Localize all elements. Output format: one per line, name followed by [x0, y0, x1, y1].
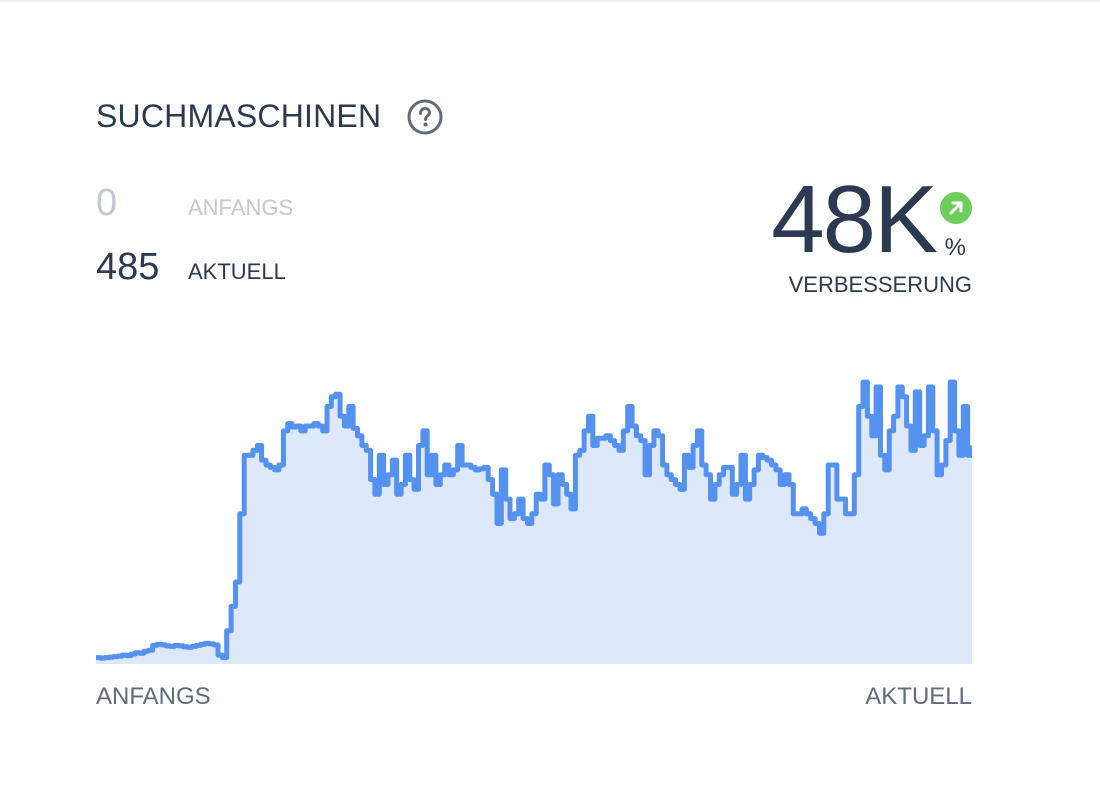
improvement-unit: % — [944, 234, 966, 261]
improvement-value: 48K — [771, 166, 938, 273]
search-engines-area-chart — [96, 379, 972, 664]
card-title: SUCHMASCHINEN — [96, 98, 382, 134]
question-circle-icon[interactable] — [407, 99, 443, 135]
current-value: 485 — [96, 246, 160, 288]
current-label: AKTUELL — [188, 259, 286, 284]
start-value: 0 — [96, 182, 118, 224]
improvement-label: VERBESSERUNG — [788, 272, 972, 297]
x-axis-start-label: ANFANGS — [96, 683, 211, 710]
arrow-up-right-icon — [940, 192, 972, 224]
start-label: ANFANGS — [188, 195, 294, 220]
current-stat: 485 AKTUELL — [96, 246, 286, 289]
improvement-block: 48K % VERBESSERUNG — [712, 170, 972, 298]
improvement-value-wrap: 48K % — [771, 170, 972, 270]
start-stat: 0 ANFANGS — [96, 182, 293, 225]
chart-series-line — [96, 379, 972, 661]
x-axis-end-label: AKTUELL — [865, 683, 972, 710]
card-header: SUCHMASCHINEN — [96, 98, 443, 135]
